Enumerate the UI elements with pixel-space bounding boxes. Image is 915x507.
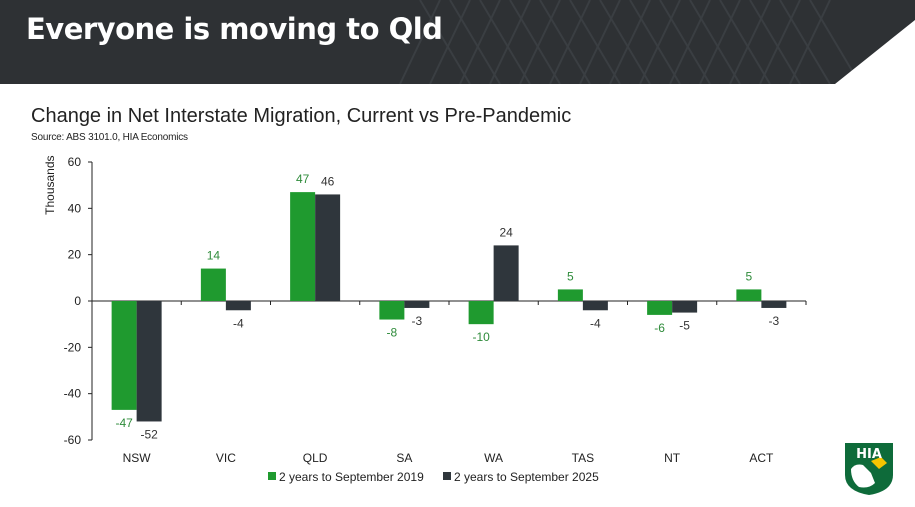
bar-2019-sa — [379, 301, 405, 320]
bar-2019-nsw — [111, 301, 137, 410]
data-label: -47 — [115, 416, 133, 430]
bar-2019-vic — [200, 268, 226, 301]
data-label: 47 — [296, 172, 310, 186]
header-pattern — [399, 0, 915, 84]
data-label: -8 — [387, 326, 398, 340]
y-tick-label: 20 — [68, 248, 82, 262]
page-title: Everyone is moving to Qld — [26, 12, 443, 46]
data-label: -6 — [654, 321, 665, 335]
data-label: -3 — [769, 314, 780, 328]
logo-text: HIA — [856, 447, 882, 462]
header-banner: Everyone is moving to Qld — [0, 0, 915, 84]
bar-2025-nt — [672, 301, 698, 313]
bar-2019-act — [736, 289, 762, 301]
bar-2025-wa — [493, 245, 519, 301]
legend-swatch-2019 — [268, 472, 276, 480]
data-label: -52 — [140, 427, 158, 441]
bar-2025-tas — [582, 301, 608, 311]
data-label: -5 — [679, 319, 690, 333]
y-tick-label: -40 — [64, 387, 82, 401]
x-tick-label: NSW — [123, 451, 152, 465]
bar-2025-nsw — [136, 301, 162, 422]
x-tick-label: QLD — [303, 451, 328, 465]
data-label: -10 — [472, 330, 490, 344]
x-tick-label: TAS — [572, 451, 594, 465]
data-label: 24 — [499, 225, 513, 239]
data-label: 14 — [207, 249, 221, 263]
y-tick-label: 40 — [68, 201, 82, 215]
bar-2019-wa — [468, 301, 494, 325]
hia-logo-icon: HIA — [845, 443, 893, 495]
x-tick-label: VIC — [216, 451, 236, 465]
chart-title: Change in Net Interstate Migration, Curr… — [31, 105, 572, 127]
bar-2019-nt — [647, 301, 673, 315]
y-tick-label: 60 — [68, 155, 82, 169]
x-tick-label: WA — [484, 451, 503, 465]
y-axis-label: Thousands — [43, 155, 57, 214]
bar-2025-act — [761, 301, 787, 308]
bar-2025-sa — [404, 301, 430, 308]
y-tick-label: -60 — [64, 433, 82, 447]
legend-swatch-2025 — [443, 472, 451, 480]
legend-label-2019: 2 years to September 2019 — [279, 470, 424, 484]
y-tick-label: -20 — [64, 340, 82, 354]
data-label: -4 — [590, 316, 601, 330]
x-tick-label: NT — [664, 451, 681, 465]
y-tick-label: 0 — [74, 294, 81, 308]
data-label: 5 — [567, 269, 574, 283]
x-tick-label: SA — [396, 451, 412, 465]
bar-2025-vic — [225, 301, 251, 311]
bar-2019-qld — [290, 192, 316, 301]
x-tick-label: ACT — [749, 451, 774, 465]
bar-2019-tas — [557, 289, 583, 301]
legend-label-2025: 2 years to September 2025 — [454, 470, 599, 484]
bar-2025-qld — [315, 194, 341, 301]
data-label: -3 — [412, 314, 423, 328]
data-label: 46 — [321, 174, 335, 188]
chart-source: Source: ABS 3101.0, HIA Economics — [31, 132, 188, 143]
data-label: -4 — [233, 316, 244, 330]
data-label: 5 — [746, 269, 753, 283]
